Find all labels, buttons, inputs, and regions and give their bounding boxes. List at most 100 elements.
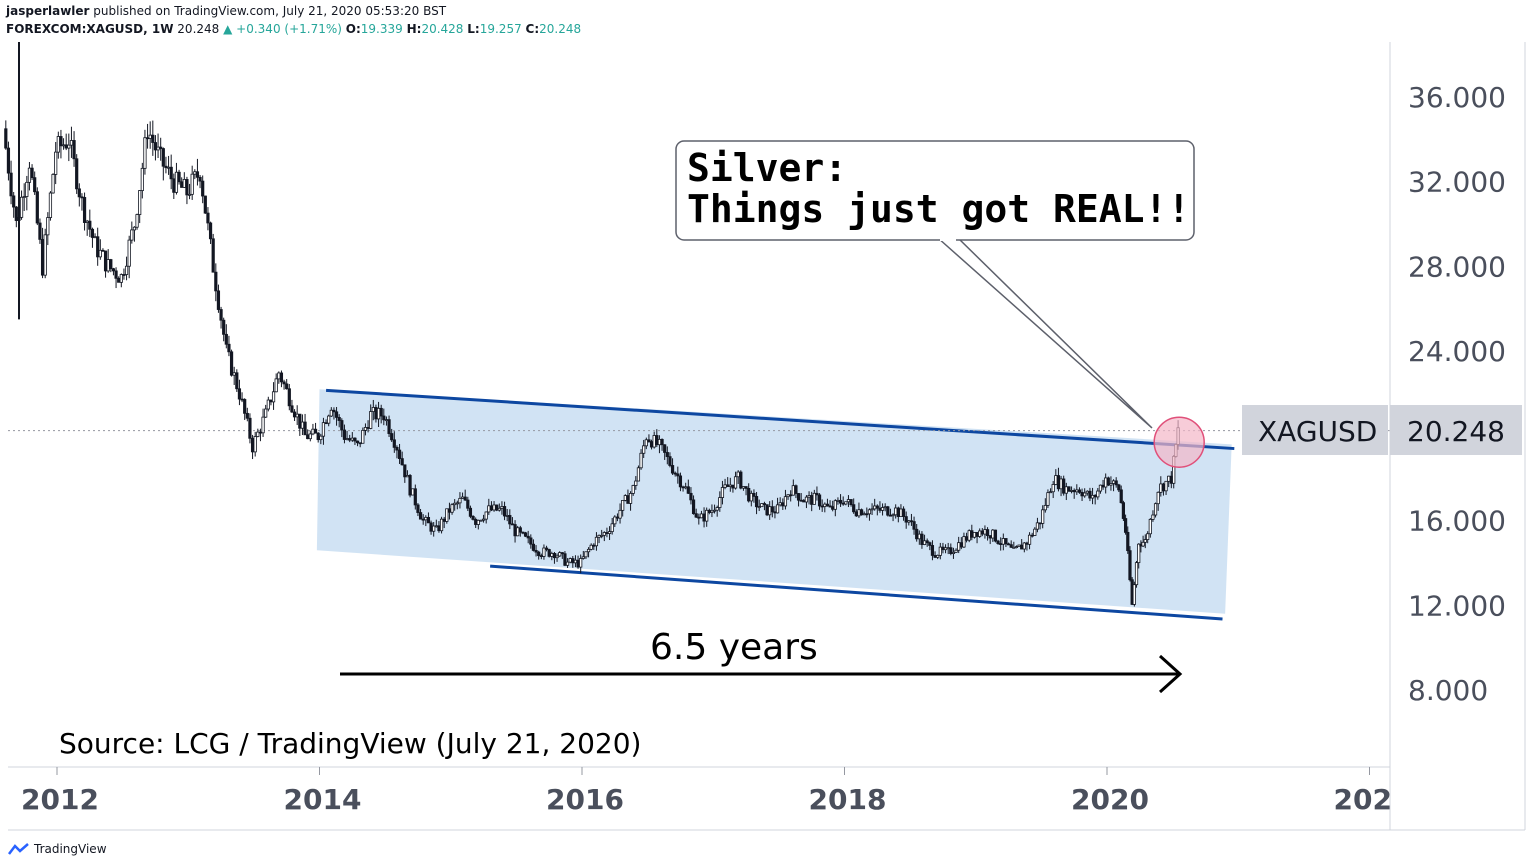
- candle: [749, 490, 753, 507]
- candle: [319, 433, 323, 445]
- candle: [77, 183, 81, 207]
- candle: [1137, 543, 1141, 569]
- candle: [235, 369, 239, 392]
- candle: [287, 384, 291, 411]
- candle: [1014, 545, 1019, 549]
- source-label: Source: LCG / TradingView (July 21, 2020…: [59, 727, 641, 760]
- candle: [332, 407, 336, 420]
- candle: [1143, 534, 1147, 549]
- candle: [432, 522, 436, 537]
- low-value: 19.257: [479, 22, 522, 36]
- callout-line2: Things just got REAL!!: [687, 187, 1190, 231]
- low-label: L:: [467, 22, 480, 36]
- candle: [403, 464, 407, 483]
- candle: [59, 129, 63, 159]
- candle: [177, 169, 181, 185]
- candle: [508, 509, 512, 530]
- candle: [1088, 487, 1092, 502]
- candle: [245, 407, 249, 422]
- time-axis[interactable]: 2012 2014 2016 2018 2020 202: [21, 767, 1392, 816]
- candle: [122, 268, 126, 280]
- candle: [468, 505, 473, 519]
- candle: [9, 160, 13, 205]
- candle: [676, 466, 680, 484]
- candle: [206, 207, 210, 231]
- time-tick-label: 2018: [809, 783, 887, 816]
- candle: [261, 408, 265, 437]
- candle: [954, 548, 958, 553]
- candle: [264, 404, 268, 418]
- candle: [865, 507, 869, 518]
- time-tick-label: 2012: [21, 783, 99, 816]
- candle: [849, 499, 853, 507]
- candle: [151, 120, 155, 156]
- candle: [416, 503, 420, 517]
- high-value: 20.428: [421, 22, 464, 36]
- candle: [48, 191, 53, 221]
- candle: [98, 239, 102, 260]
- candle: [387, 415, 391, 438]
- candle: [67, 133, 71, 162]
- price-tick-label: 28.000: [1408, 250, 1506, 283]
- candle: [904, 511, 908, 529]
- candle: [479, 519, 483, 522]
- candle: [631, 484, 635, 496]
- candle: [185, 176, 189, 205]
- candle: [639, 449, 643, 470]
- candle: [426, 512, 431, 524]
- candle: [920, 531, 924, 549]
- candle: [337, 414, 341, 428]
- candle: [187, 183, 192, 200]
- candle: [1098, 484, 1103, 494]
- candle: [733, 471, 738, 490]
- candle: [628, 491, 633, 511]
- price-tick-label: 36.000: [1408, 81, 1506, 114]
- candle: [1123, 514, 1128, 535]
- candle: [303, 413, 307, 436]
- candle: [274, 373, 278, 393]
- price-tag: [1390, 405, 1522, 455]
- channel-bottom-line: [490, 564, 1223, 621]
- candle: [382, 408, 386, 426]
- candle: [72, 131, 76, 167]
- price-axis[interactable]: 36.000 32.000 28.000 24.000 16.000 12.000 8.00…: [1408, 81, 1506, 707]
- candle: [886, 505, 890, 517]
- tradingview-logo-icon: [8, 843, 29, 855]
- candle: [169, 154, 173, 190]
- candle: [369, 404, 373, 430]
- candle: [1009, 540, 1013, 549]
- candle: [859, 508, 864, 516]
- candle: [936, 554, 940, 560]
- candle: [594, 532, 599, 551]
- callout-line1: Silver:: [687, 146, 847, 190]
- candle: [647, 434, 651, 443]
- candle: [1062, 475, 1066, 496]
- candle: [279, 370, 284, 388]
- candle: [565, 558, 570, 568]
- symbol-label[interactable]: FOREXCOM:XAGUSD, 1W: [6, 22, 174, 36]
- candle: [413, 484, 417, 510]
- footer-branding[interactable]: TradingView: [8, 842, 107, 856]
- candle: [534, 545, 538, 557]
- candle: [1083, 488, 1087, 498]
- candle: [190, 165, 194, 200]
- candle: [844, 501, 848, 506]
- candle: [54, 141, 58, 185]
- candle: [1106, 476, 1110, 487]
- author-name[interactable]: jasperlawler: [6, 4, 90, 18]
- candle: [96, 227, 100, 266]
- candle: [1096, 488, 1100, 500]
- candle: [214, 263, 218, 302]
- candle: [901, 506, 906, 521]
- candle: [552, 551, 557, 564]
- candle: [1134, 560, 1139, 588]
- candle: [642, 439, 646, 458]
- candle: [634, 476, 638, 490]
- candle: [586, 547, 591, 558]
- candle: [996, 539, 1000, 545]
- candle: [718, 491, 722, 512]
- candle: [90, 227, 95, 248]
- candle: [762, 501, 767, 511]
- candle: [1156, 491, 1160, 511]
